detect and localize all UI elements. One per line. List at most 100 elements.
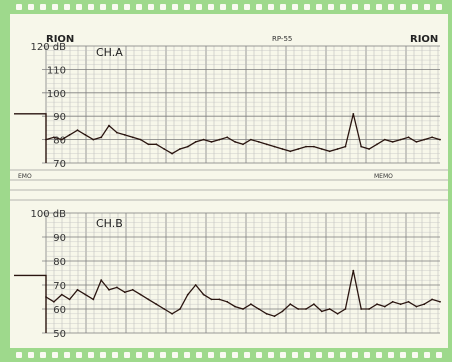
data-point <box>344 308 347 310</box>
sprocket-hole <box>52 4 58 10</box>
data-point <box>281 310 284 313</box>
y-tick-label: 90 <box>53 233 66 244</box>
data-point <box>265 143 268 146</box>
sprocket-hole <box>340 352 346 358</box>
sprocket-hole <box>280 4 286 10</box>
data-point <box>305 145 307 148</box>
sprocket-holes-top <box>16 4 442 10</box>
sprocket-hole <box>424 352 430 358</box>
data-point <box>305 308 307 310</box>
channel-b-y-tick-labels: 100 dB 90 80 70 60 50 <box>31 209 67 340</box>
sprocket-hole <box>40 352 46 358</box>
sprocket-hole <box>16 4 22 10</box>
data-point <box>344 145 347 148</box>
data-point <box>92 138 95 141</box>
sprocket-hole <box>316 352 322 358</box>
sprocket-hole <box>184 352 190 358</box>
data-point <box>60 138 63 141</box>
y-tick-label: 80 <box>53 136 66 147</box>
data-point <box>297 308 300 310</box>
data-point <box>60 293 63 296</box>
data-point <box>139 293 142 296</box>
data-point <box>328 308 331 310</box>
y-tick-label: 100 dB <box>31 209 67 220</box>
sprocket-hole <box>160 352 166 358</box>
sprocket-hole <box>280 352 286 358</box>
sprocket-hole <box>76 352 82 358</box>
sprocket-hole <box>292 352 298 358</box>
data-point <box>108 288 110 291</box>
data-point <box>368 148 370 150</box>
brand-logo-left: RION <box>46 34 74 45</box>
data-point <box>68 298 71 301</box>
sprocket-hole <box>28 4 34 10</box>
sprocket-hole <box>232 4 238 10</box>
data-point <box>320 148 323 150</box>
sprocket-hole <box>400 352 406 358</box>
sprocket-hole <box>364 352 370 358</box>
sprocket-hole <box>184 4 190 10</box>
data-point <box>383 138 386 141</box>
sprocket-hole <box>268 352 274 358</box>
data-point <box>92 298 95 301</box>
data-point <box>407 136 410 139</box>
data-point <box>45 138 47 141</box>
data-point <box>423 303 426 306</box>
data-point <box>179 308 181 310</box>
sprocket-hole <box>244 4 250 10</box>
data-point <box>123 134 126 136</box>
sprocket-hole <box>316 4 322 10</box>
sprocket-hole <box>388 352 394 358</box>
y-tick-label: 70 <box>53 281 66 292</box>
sprocket-hole <box>376 352 382 358</box>
data-point <box>399 303 402 306</box>
sprocket-hole <box>172 4 178 10</box>
sprocket-hole <box>424 4 430 10</box>
data-point <box>352 269 355 272</box>
sprocket-hole <box>196 352 202 358</box>
data-point <box>76 288 79 291</box>
data-point <box>226 136 229 139</box>
data-point <box>218 298 221 301</box>
sprocket-hole <box>304 4 310 10</box>
channel-a-chart: 120 dB 110 100 90 80 70 CH.A <box>14 42 441 170</box>
data-point <box>391 300 394 303</box>
data-point <box>391 141 394 143</box>
sprocket-hole <box>196 4 202 10</box>
data-point <box>171 152 174 155</box>
sprocket-hole <box>64 352 70 358</box>
data-point <box>84 134 87 136</box>
sprocket-hole <box>28 352 34 358</box>
channel-b-calibration-step <box>14 274 47 333</box>
sprocket-hole <box>148 4 154 10</box>
sprocket-hole <box>268 4 274 10</box>
data-point <box>163 308 166 310</box>
channel-a-y-tick-labels: 120 dB 110 100 90 80 70 <box>31 42 67 170</box>
brand-logo-right: RION <box>410 34 438 45</box>
sprocket-hole <box>136 352 142 358</box>
sprocket-hole <box>100 352 106 358</box>
data-point <box>439 300 441 303</box>
y-tick-label: 90 <box>53 112 66 123</box>
memo-band: EMO MEMO <box>10 169 448 201</box>
y-tick-label: 60 <box>53 305 66 316</box>
data-point <box>131 136 134 139</box>
data-point <box>383 305 386 308</box>
sprocket-hole <box>328 352 334 358</box>
data-point <box>407 300 410 303</box>
data-point <box>139 138 142 141</box>
channel-b-title: CH.B <box>96 217 123 230</box>
sprocket-hole <box>160 4 166 10</box>
data-point <box>210 141 213 143</box>
sprocket-hole <box>436 4 442 10</box>
data-point <box>265 312 268 315</box>
data-point <box>281 148 284 150</box>
sprocket-hole <box>220 4 226 10</box>
channel-a-title: CH.A <box>96 46 123 59</box>
data-point <box>297 148 300 150</box>
data-point <box>273 315 276 318</box>
data-point <box>147 143 150 146</box>
channel-a-grid <box>42 45 440 164</box>
sprocket-hole <box>352 352 358 358</box>
